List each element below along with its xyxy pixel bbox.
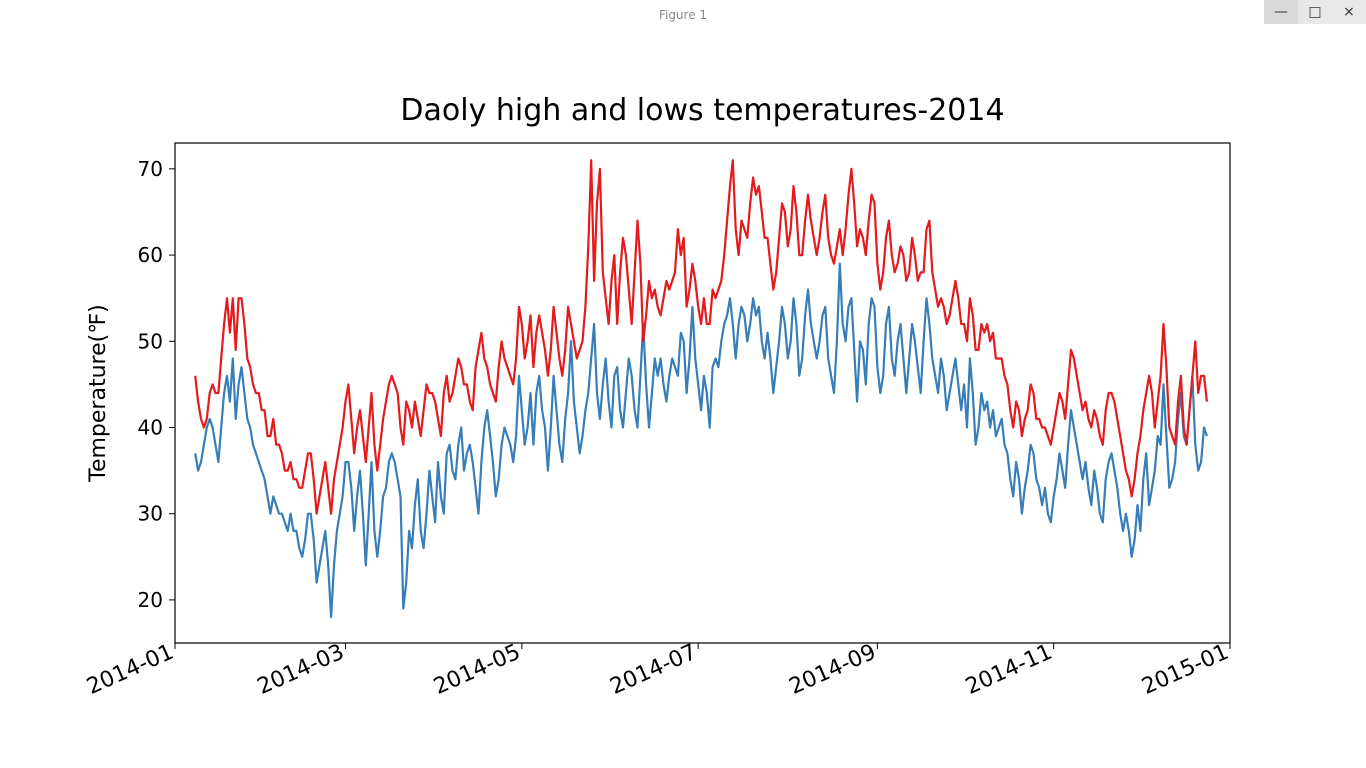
x-tick-label: 2014-09 <box>786 640 880 700</box>
y-axis-label: Temperature(℉) <box>86 304 111 482</box>
chart-title: Daoly high and lows temperatures-2014 <box>400 93 1004 128</box>
temperature-chart: Daoly high and lows temperatures-2014 Tem… <box>0 28 1366 768</box>
window-titlebar: Figure 1 — □ × <box>0 0 1366 28</box>
y-tick-label: 50 <box>138 329 163 353</box>
y-tick-label: 60 <box>138 243 163 267</box>
window-title: Figure 1 <box>659 8 707 22</box>
x-tick-label: 2014-03 <box>254 640 348 700</box>
y-tick-label: 70 <box>138 157 163 181</box>
x-tick-label: 2014-11 <box>962 640 1056 700</box>
y-tick-label: 40 <box>138 415 163 439</box>
close-button[interactable]: × <box>1332 0 1366 24</box>
chart-area: Daoly high and lows temperatures-2014 Tem… <box>0 28 1366 768</box>
minimize-button[interactable]: — <box>1264 0 1298 24</box>
x-tick-label: 2014-05 <box>430 640 524 700</box>
x-tick-label: 2014-07 <box>606 640 700 700</box>
x-tick-label: 2015-01 <box>1138 640 1232 700</box>
y-tick-label: 30 <box>138 502 163 526</box>
series-high <box>195 160 1207 514</box>
maximize-button[interactable]: □ <box>1298 0 1332 24</box>
y-tick-label: 20 <box>138 588 163 612</box>
x-tick-label: 2014-01 <box>83 640 177 700</box>
window-controls: — □ × <box>1264 0 1366 24</box>
